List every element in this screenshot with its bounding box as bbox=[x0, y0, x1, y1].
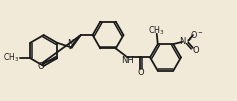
Text: O: O bbox=[137, 68, 144, 77]
Text: N: N bbox=[67, 39, 73, 48]
Text: O: O bbox=[37, 62, 44, 71]
Text: NH: NH bbox=[122, 56, 134, 65]
Text: O: O bbox=[192, 46, 199, 55]
Text: CH$_3$: CH$_3$ bbox=[3, 52, 19, 64]
Text: N$^+$: N$^+$ bbox=[179, 35, 193, 47]
Text: CH$_3$: CH$_3$ bbox=[148, 25, 165, 37]
Text: O$^-$: O$^-$ bbox=[190, 29, 203, 40]
